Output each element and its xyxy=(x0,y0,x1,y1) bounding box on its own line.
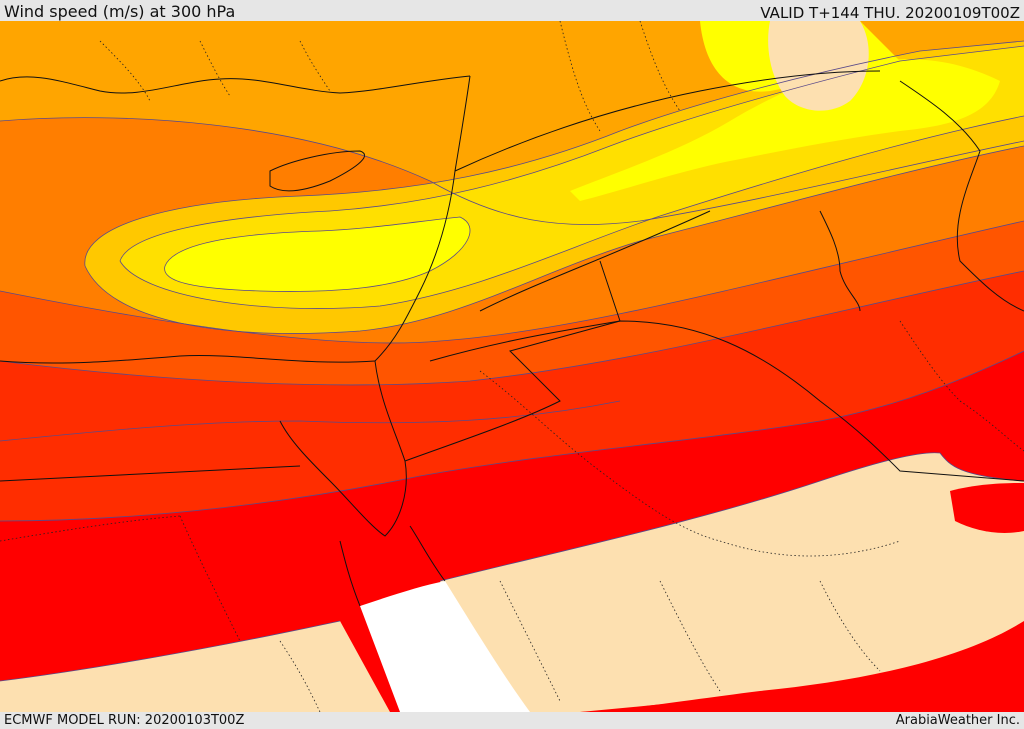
internal-border-line xyxy=(179,515,241,642)
coastline-levant xyxy=(374,75,471,362)
wind-band-red-east xyxy=(950,483,1024,533)
border-egypt-sudan xyxy=(0,465,301,482)
internal-border-line xyxy=(559,21,601,132)
isotach-line xyxy=(0,400,621,442)
internal-border-line xyxy=(199,40,231,97)
isotach-line xyxy=(0,117,1024,225)
internal-borders xyxy=(0,21,1024,712)
internal-border-line xyxy=(0,515,181,542)
wind-low-pocket-north xyxy=(768,21,869,111)
wind-core-yellow-west xyxy=(164,217,470,292)
internal-border-line xyxy=(659,580,721,692)
provider-credit: ArabiaWeather Inc. xyxy=(895,713,1020,728)
isotach-line xyxy=(84,40,1024,267)
border-jordan-saudi xyxy=(479,210,711,312)
internal-border-line xyxy=(599,470,721,542)
wind-core-yellow-east xyxy=(570,59,1000,202)
isotach-line xyxy=(0,350,1024,522)
coastline-cyprus xyxy=(269,150,366,192)
map-title: Wind speed (m/s) at 300 hPa xyxy=(4,2,236,21)
isotach-line xyxy=(0,220,1024,344)
coastline-egypt-north xyxy=(0,355,376,364)
isotach-line xyxy=(84,145,1024,334)
coastline-sinai xyxy=(279,360,407,537)
isotach-line xyxy=(0,620,341,682)
internal-border-line xyxy=(819,580,881,672)
isotach-line xyxy=(119,115,1024,309)
wind-band-low-southwest xyxy=(0,621,390,712)
internal-border-line xyxy=(99,40,151,102)
footer-bar: ECMWF MODEL RUN: 20200103T00Z ArabiaWeat… xyxy=(0,712,1024,729)
valid-time: VALID T+144 THU. 20200109T00Z xyxy=(760,4,1020,22)
red-sea xyxy=(360,581,530,712)
internal-border-line xyxy=(899,320,961,402)
border-iraq-jordan xyxy=(454,70,881,172)
coastlines xyxy=(0,70,1024,607)
model-run: ECMWF MODEL RUN: 20200103T00Z xyxy=(4,713,245,728)
wind-speed-map xyxy=(0,21,1024,712)
coastline-turkey xyxy=(0,75,471,94)
wind-band-red-south xyxy=(580,641,1024,712)
header-bar: Wind speed (m/s) at 300 hPa VALID T+144 … xyxy=(0,0,1024,22)
isotach-contours xyxy=(0,40,1024,682)
isotach-line xyxy=(119,45,1024,262)
coastline-gulf xyxy=(819,210,861,312)
internal-border-line xyxy=(639,21,681,112)
wind-band-low-south xyxy=(440,452,1024,712)
border-saudi-north xyxy=(429,320,1024,482)
internal-border-line xyxy=(299,40,331,92)
internal-border-line xyxy=(719,540,901,557)
border-iraq-iran xyxy=(899,80,1024,312)
isotach-line xyxy=(164,216,471,292)
isotach-line xyxy=(0,270,1024,386)
coastline-red-sea xyxy=(339,525,446,607)
isotach-line xyxy=(439,452,1024,582)
border-saudi-iraq xyxy=(404,260,621,462)
